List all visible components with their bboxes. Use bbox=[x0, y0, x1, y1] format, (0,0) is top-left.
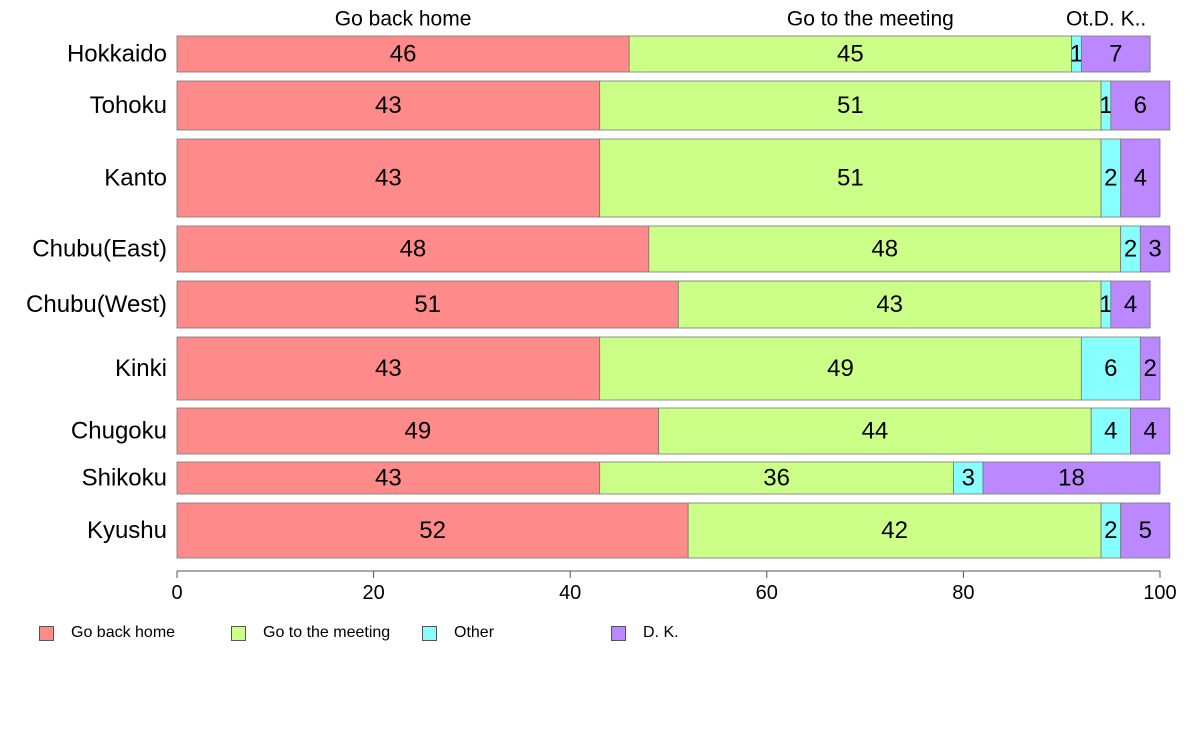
category-label: Chugoku bbox=[71, 418, 167, 445]
top-category-label: Go to the meeting bbox=[787, 8, 954, 31]
legend-label: D. K. bbox=[643, 624, 679, 641]
x-tick-label: 60 bbox=[756, 582, 778, 604]
bar-segment bbox=[176, 407, 660, 455]
top-category-label: D. K.. bbox=[1094, 8, 1147, 31]
bar-segment bbox=[176, 336, 601, 401]
bar-segment bbox=[599, 80, 1102, 131]
bar-value-label: 7 bbox=[1109, 41, 1122, 68]
bar-value-label: 4 bbox=[1134, 165, 1147, 192]
x-tick-label: 100 bbox=[1143, 582, 1176, 604]
bar-value-label: 49 bbox=[827, 355, 854, 382]
bar-segment bbox=[677, 280, 1102, 329]
bar-value-label: 43 bbox=[375, 165, 402, 192]
legend-item: D. K. bbox=[611, 624, 679, 642]
bar-segment bbox=[176, 225, 650, 273]
bar-segment bbox=[1130, 407, 1171, 455]
legend-swatch bbox=[39, 625, 54, 641]
legend-swatch bbox=[611, 625, 626, 641]
category-label: Tohoku bbox=[90, 92, 167, 119]
legend-item: Other bbox=[422, 624, 494, 642]
bar-value-label: 46 bbox=[390, 41, 417, 68]
bar-segment bbox=[599, 138, 1102, 218]
legend: Go back home Go to the meeting Other D. K. bbox=[0, 624, 1188, 646]
bar-value-label: 3 bbox=[1148, 236, 1161, 263]
category-label: Kyushu bbox=[87, 517, 167, 544]
category-label: Kanto bbox=[104, 165, 167, 192]
bar-value-label: 2 bbox=[1104, 165, 1117, 192]
x-tick-label: 80 bbox=[952, 582, 974, 604]
bar-value-label: 1 bbox=[1099, 291, 1112, 318]
bar-segment bbox=[599, 336, 1082, 401]
bar-value-label: 4 bbox=[1143, 418, 1156, 445]
bar-segment bbox=[982, 461, 1161, 495]
x-tick-label: 40 bbox=[559, 582, 581, 604]
bar-value-label: 1 bbox=[1099, 92, 1112, 119]
bar-segment bbox=[1139, 336, 1161, 401]
bar-segment bbox=[658, 407, 1092, 455]
bar-segment bbox=[176, 461, 601, 495]
category-label: Hokkaido bbox=[67, 41, 167, 68]
bar-value-label: 4 bbox=[1124, 291, 1137, 318]
bar-segment bbox=[1110, 80, 1171, 131]
bar-segment bbox=[599, 461, 954, 495]
legend-swatch bbox=[231, 625, 246, 641]
bar-value-label: 49 bbox=[404, 418, 431, 445]
bar-value-label: 43 bbox=[375, 355, 402, 382]
bar-segment bbox=[176, 138, 601, 218]
bar-segment bbox=[1090, 407, 1131, 455]
bar-value-label: 51 bbox=[837, 165, 864, 192]
bar-value-label: 3 bbox=[962, 465, 975, 492]
bar-segment bbox=[1139, 225, 1171, 273]
bar-segment bbox=[1080, 35, 1151, 73]
bar-value-label: 42 bbox=[881, 517, 908, 544]
bar-value-label: 45 bbox=[837, 41, 864, 68]
bar-value-label: 52 bbox=[419, 517, 446, 544]
legend-swatch bbox=[422, 625, 437, 641]
bar-value-label: 18 bbox=[1058, 465, 1085, 492]
bar-value-label: 36 bbox=[763, 465, 790, 492]
x-tick-label: 0 bbox=[171, 582, 182, 604]
x-tick-label: 20 bbox=[362, 582, 384, 604]
bar-value-label: 6 bbox=[1104, 355, 1117, 382]
bar-value-label: 4 bbox=[1104, 418, 1117, 445]
category-label: Chubu(West) bbox=[26, 291, 167, 318]
bar-value-label: 43 bbox=[375, 465, 402, 492]
legend-label: Go to the meeting bbox=[263, 624, 391, 641]
bar-value-label: 2 bbox=[1143, 355, 1156, 382]
legend-label: Other bbox=[454, 624, 495, 641]
bar-value-label: 51 bbox=[837, 92, 864, 119]
bar-value-label: 44 bbox=[862, 418, 889, 445]
legend-label: Go back home bbox=[71, 624, 176, 641]
bar-value-label: 2 bbox=[1104, 517, 1117, 544]
bar-value-label: 43 bbox=[375, 92, 402, 119]
bar-segment bbox=[176, 280, 679, 329]
category-label: Chubu(East) bbox=[32, 236, 167, 263]
bar-segment bbox=[1110, 280, 1151, 329]
bar-segment bbox=[176, 35, 630, 73]
bar-value-label: 51 bbox=[414, 291, 441, 318]
category-label: Kinki bbox=[115, 355, 167, 382]
bar-value-label: 48 bbox=[871, 236, 898, 263]
top-category-label: Ot. bbox=[1066, 8, 1094, 31]
bar-value-label: 48 bbox=[400, 236, 427, 263]
category-label: Shikoku bbox=[82, 465, 167, 492]
bar-segment bbox=[176, 502, 689, 559]
top-category-label: Go back home bbox=[335, 8, 472, 31]
legend-item: Go to the meeting bbox=[231, 624, 390, 642]
bar-segment bbox=[176, 80, 601, 131]
bar-value-label: 1 bbox=[1070, 41, 1083, 68]
bar-segment bbox=[1120, 138, 1161, 218]
bar-value-label: 2 bbox=[1124, 236, 1137, 263]
bar-value-label: 6 bbox=[1134, 92, 1147, 119]
bar-segment bbox=[1120, 502, 1171, 559]
bar-value-label: 5 bbox=[1139, 517, 1152, 544]
bar-segment bbox=[1080, 336, 1141, 401]
bar-segment bbox=[648, 225, 1122, 273]
bar-value-label: 43 bbox=[876, 291, 903, 318]
legend-item: Go back home bbox=[39, 624, 175, 642]
bar-segment bbox=[687, 502, 1102, 559]
